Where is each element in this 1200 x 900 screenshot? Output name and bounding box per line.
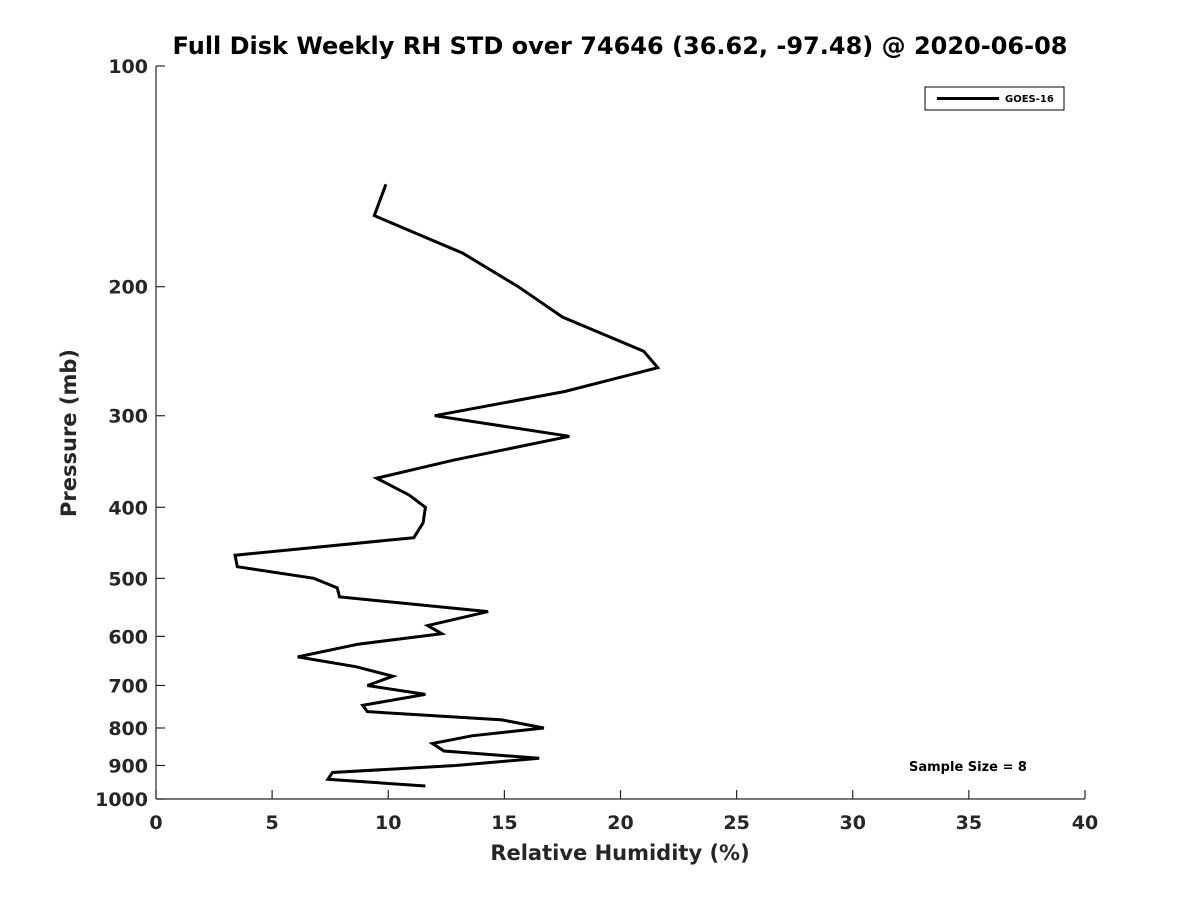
x-tick-label: 25 — [723, 812, 749, 834]
x-tick-label: 5 — [266, 812, 279, 834]
x-tick-label: 35 — [956, 812, 982, 834]
y-tick-label: 600 — [108, 626, 148, 648]
sample-size-annotation: Sample Size = 8 — [909, 760, 1027, 775]
y-axis-label: Pressure (mb) — [57, 349, 81, 517]
legend: GOES-16 — [924, 86, 1065, 111]
y-tick-label: 1000 — [95, 789, 148, 811]
x-tick-label: 20 — [607, 812, 633, 834]
y-tick-label: 100 — [108, 56, 148, 78]
x-tick-label: 0 — [149, 812, 162, 834]
x-tick-label: 40 — [1072, 812, 1098, 834]
y-tick-label: 400 — [108, 497, 148, 519]
y-tick-label: 900 — [108, 755, 148, 777]
series-layer — [233, 183, 661, 788]
legend-label-goes-16: GOES-16 — [1005, 94, 1054, 105]
x-tick-label: 30 — [840, 812, 866, 834]
chart-title: Full Disk Weekly RH STD over 74646 (36.6… — [173, 32, 1068, 60]
series-line-goes-16 — [233, 183, 661, 788]
y-tick-label: 500 — [108, 568, 148, 590]
x-tick-label: 10 — [375, 812, 401, 834]
y-tick-label: 700 — [108, 675, 148, 697]
y-tick-label: 800 — [108, 718, 148, 740]
plot-axes: 0 5 10 15 20 25 30 35 40 100 200 300 400 500 600 700 800… — [95, 56, 1098, 834]
y-tick-label: 200 — [108, 277, 148, 299]
y-tick-label: 300 — [108, 406, 148, 428]
x-tick-label: 15 — [491, 812, 517, 834]
x-axis-label: Relative Humidity (%) — [490, 841, 749, 865]
